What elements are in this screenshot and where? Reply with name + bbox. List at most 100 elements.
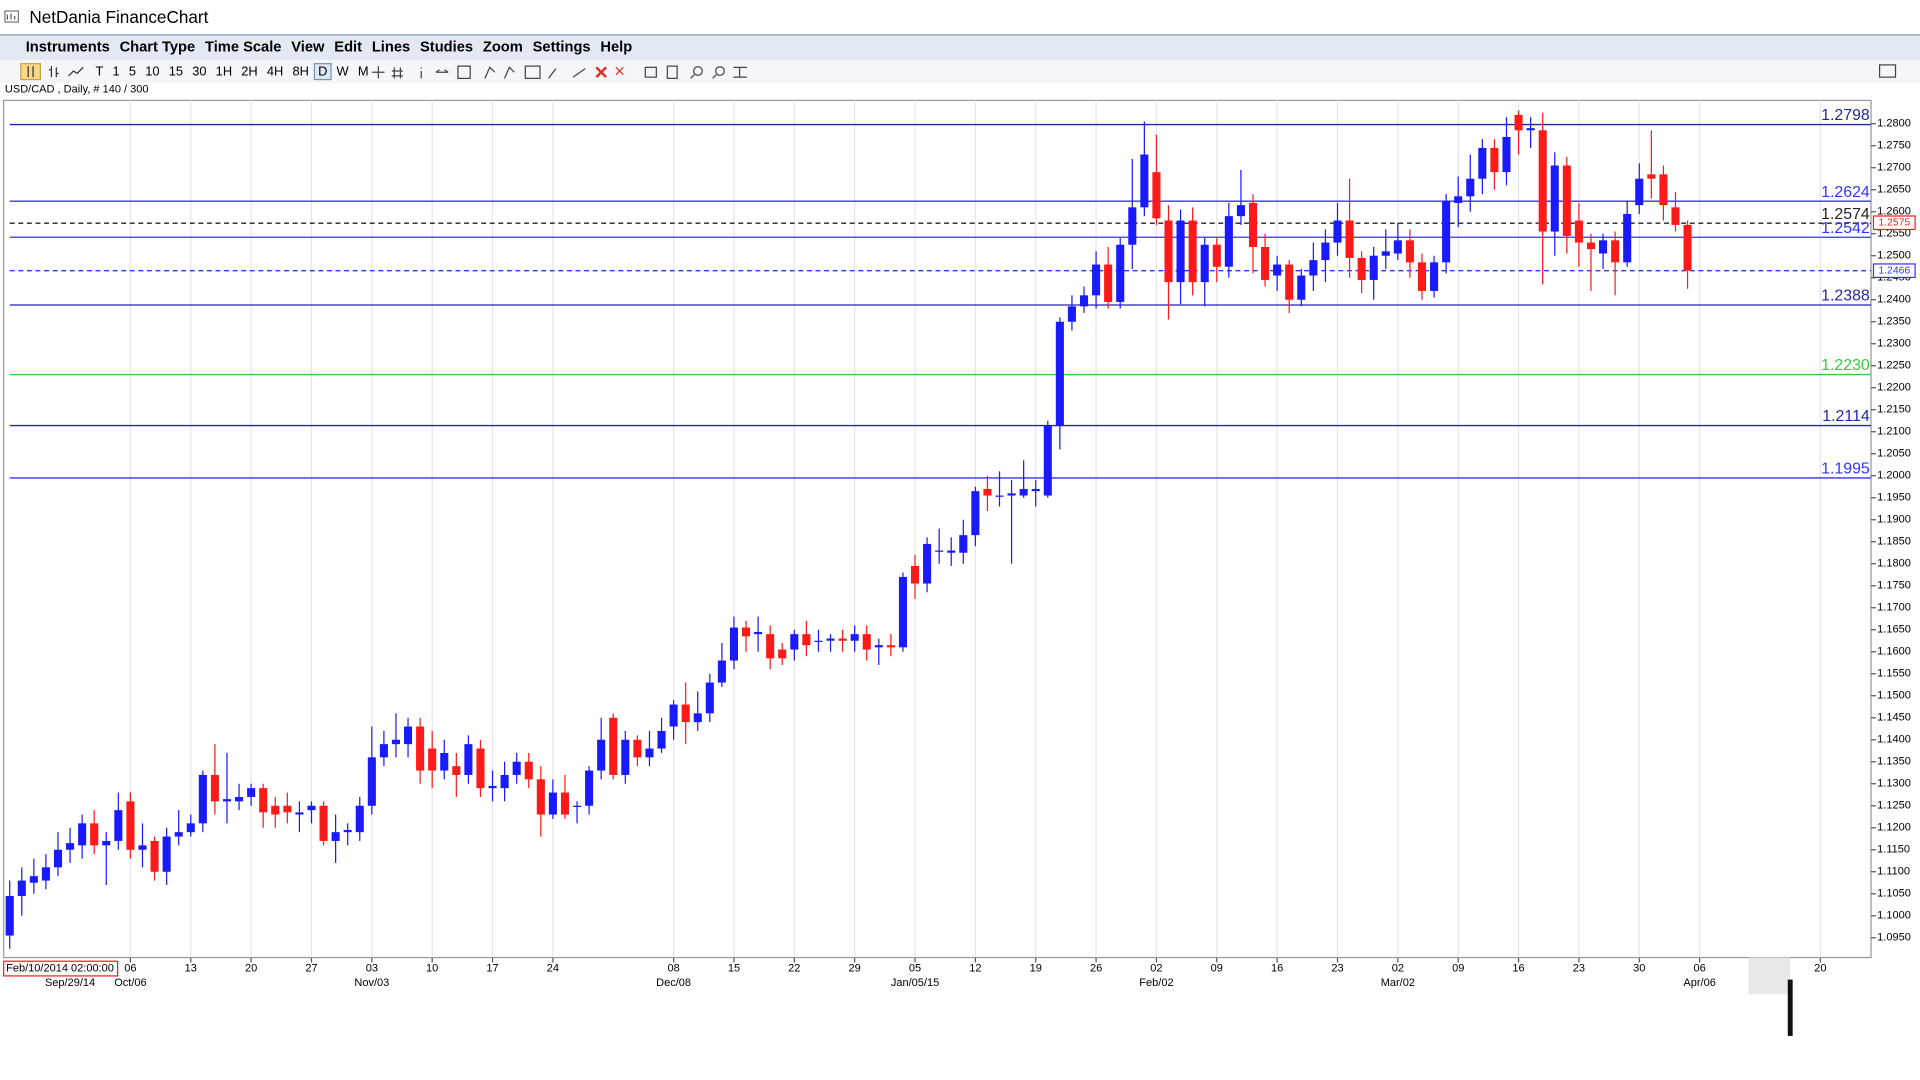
- candle-body: [1164, 220, 1173, 283]
- timeframe-button[interactable]: W: [337, 64, 350, 79]
- y-tick-label: 1.1700: [1877, 602, 1911, 614]
- chart-type-icon: [27, 66, 34, 78]
- y-tick-label: 1.2150: [1877, 404, 1911, 416]
- candle-body: [971, 491, 980, 536]
- candle-body: [319, 805, 328, 841]
- candle-body: [1502, 136, 1511, 173]
- menu-item[interactable]: Chart Type: [120, 40, 196, 56]
- candle-body: [1116, 244, 1125, 302]
- candle-body: [838, 638, 847, 641]
- candle-body: [1309, 260, 1318, 276]
- x-major-label: Nov/03: [354, 977, 389, 989]
- candle-body: [138, 845, 147, 850]
- candle-body: [1345, 220, 1354, 258]
- x-tick-label: 30: [1633, 962, 1645, 974]
- timeframe-button[interactable]: 1: [113, 64, 120, 79]
- level-label: 1.2230: [1821, 357, 1870, 374]
- bar-icon[interactable]: [48, 66, 59, 78]
- x-tick-label: 08: [667, 962, 679, 974]
- candle-body: [560, 792, 570, 815]
- candle-body: [585, 770, 594, 806]
- y-tick-label: 1.2300: [1877, 338, 1911, 350]
- candle-body: [283, 805, 292, 813]
- chart-type-button[interactable]: [20, 63, 42, 81]
- candle-body: [693, 713, 702, 723]
- timeframe-button[interactable]: 2H: [241, 64, 257, 79]
- timeframe-button[interactable]: 8H: [292, 64, 308, 79]
- timeframe-button[interactable]: M: [358, 64, 369, 79]
- candle-body: [343, 829, 352, 833]
- candle-body: [1200, 244, 1209, 283]
- x-tick-label: 12: [969, 962, 981, 974]
- candle-body: [1659, 174, 1668, 206]
- line-icon[interactable]: [68, 66, 84, 77]
- timeframe-button[interactable]: 10: [145, 64, 159, 79]
- candle-body: [452, 766, 461, 775]
- candle-body: [609, 717, 618, 775]
- candle-body: [802, 634, 811, 646]
- candle-body: [1611, 240, 1620, 263]
- candle-body: [488, 785, 497, 789]
- candle-body: [1514, 114, 1523, 131]
- timeframe-button[interactable]: D: [318, 64, 327, 79]
- menu-item[interactable]: Settings: [533, 40, 591, 56]
- x-tick-label: 27: [305, 962, 317, 974]
- menu-bar: [0, 35, 1920, 60]
- timeframe-button[interactable]: 1H: [216, 64, 232, 79]
- candle-body: [331, 832, 340, 841]
- level-label: 1.2114: [1822, 408, 1870, 425]
- candle-body: [271, 805, 280, 815]
- candle-body: [476, 748, 485, 789]
- candle-body: [1647, 174, 1656, 179]
- menu-item[interactable]: Edit: [334, 40, 362, 56]
- candle-body: [440, 752, 449, 771]
- timeframe-button[interactable]: 30: [192, 64, 206, 79]
- menu-item[interactable]: Help: [600, 40, 632, 56]
- y-tick-label: 1.1500: [1877, 690, 1911, 702]
- x-tick-label: 24: [547, 962, 559, 974]
- toolbar: [0, 60, 1920, 84]
- menu-item[interactable]: Studies: [420, 40, 473, 56]
- level-label: 1.2574: [1821, 206, 1870, 223]
- candle-body: [235, 796, 244, 802]
- x-tick-label: 03: [366, 962, 378, 974]
- candle-body: [1067, 306, 1076, 322]
- candle-body: [78, 823, 87, 846]
- x-tick-label: 17: [486, 962, 498, 974]
- candle-body: [910, 565, 920, 584]
- candle-body: [126, 801, 135, 850]
- candle-body: [174, 832, 183, 837]
- y-tick-label: 1.2700: [1877, 162, 1911, 174]
- menu-item[interactable]: Zoom: [483, 40, 523, 56]
- candle-body: [90, 823, 99, 846]
- candle-body: [935, 550, 944, 552]
- candle-body: [923, 543, 932, 584]
- timeframe-button[interactable]: 4H: [267, 64, 283, 79]
- candle-body: [947, 550, 956, 553]
- timeframe-button[interactable]: 5: [129, 64, 136, 79]
- candle-body: [1357, 257, 1366, 280]
- timeframe-button[interactable]: T: [96, 64, 104, 79]
- level-label: 1.2798: [1821, 107, 1870, 124]
- candle-body: [247, 788, 256, 797]
- candle-body: [1079, 295, 1089, 307]
- timeframe-button[interactable]: 15: [169, 64, 183, 79]
- menu-item[interactable]: View: [291, 40, 325, 56]
- candle-body: [5, 895, 14, 936]
- menu-item[interactable]: Instruments: [26, 40, 110, 56]
- candle-body: [1043, 425, 1052, 496]
- y-tick-label: 1.1150: [1877, 844, 1910, 856]
- price-marker-label: 1.2466: [1878, 265, 1910, 276]
- y-tick-label: 1.2050: [1877, 448, 1911, 460]
- candle-body: [1261, 246, 1270, 280]
- x-major-label: Apr/06: [1683, 977, 1715, 989]
- x-tick-label: 10: [426, 962, 438, 974]
- candle-body: [1526, 128, 1535, 131]
- candle-body: [729, 627, 738, 661]
- menu-item[interactable]: Time Scale: [205, 40, 281, 56]
- y-tick-label: 1.2250: [1877, 360, 1911, 372]
- menu-item[interactable]: Lines: [372, 40, 410, 56]
